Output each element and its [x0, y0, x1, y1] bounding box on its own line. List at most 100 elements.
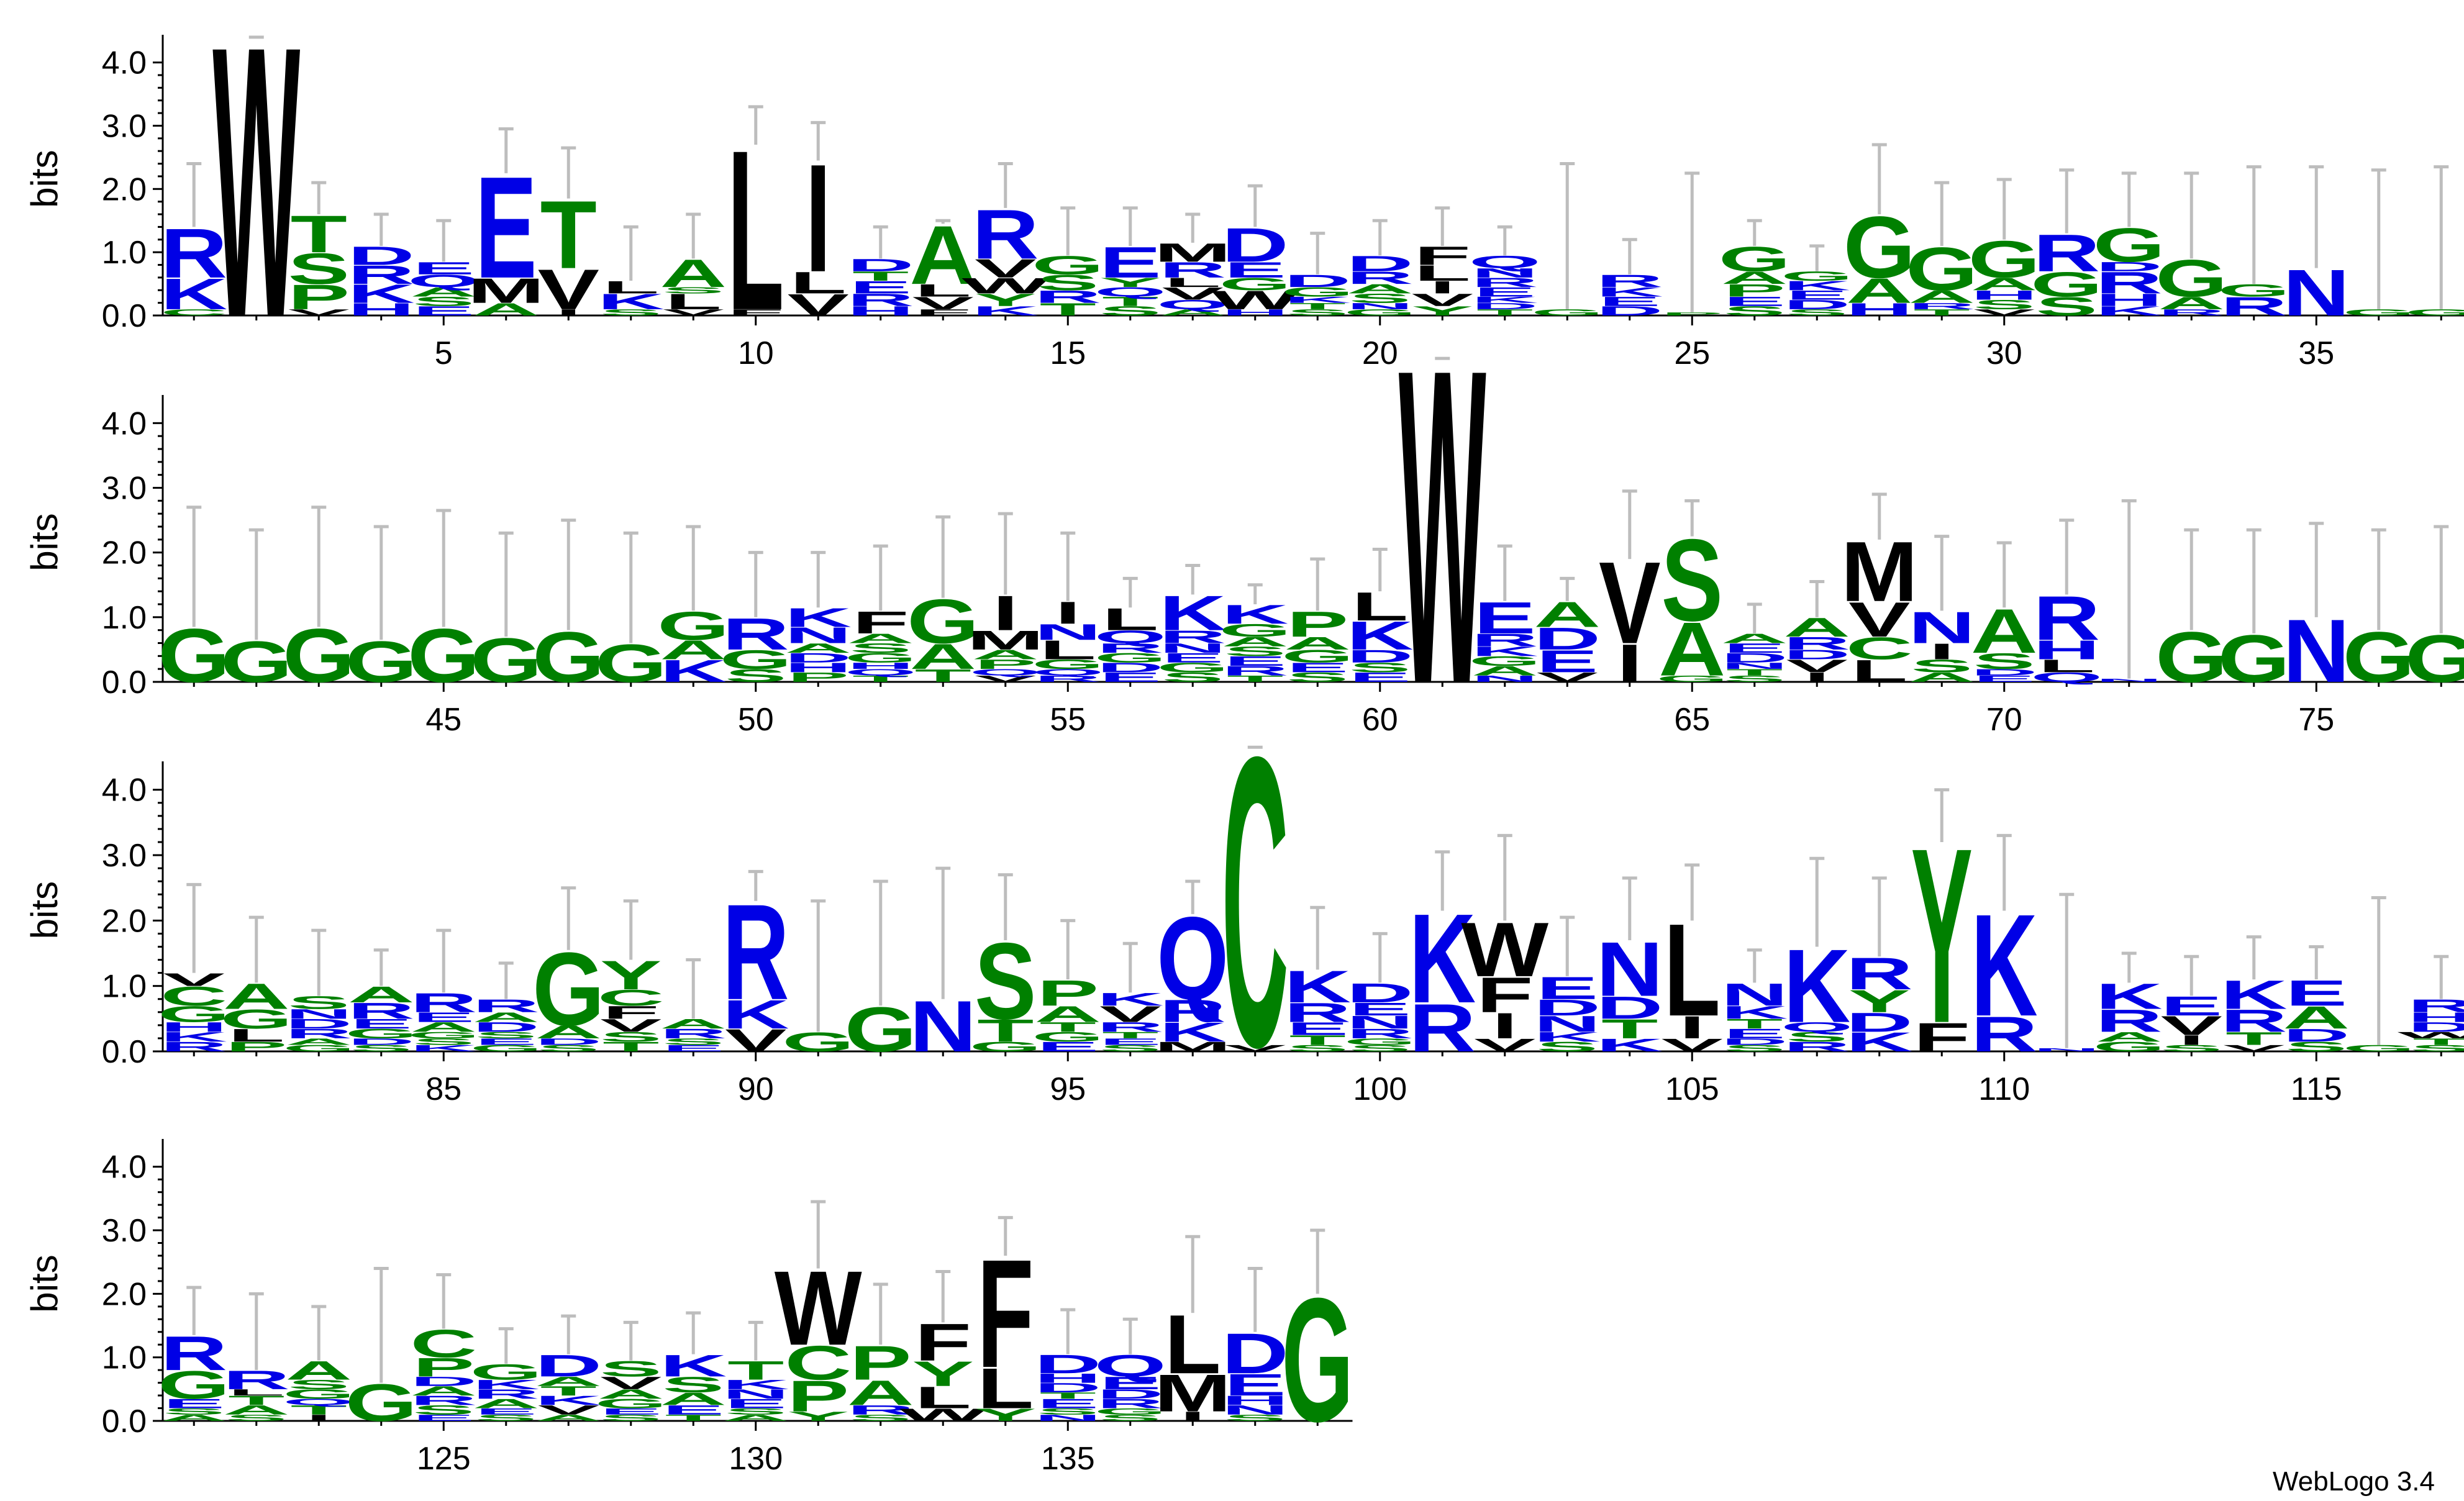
logo-column-37: G [2405, 165, 2464, 317]
logo-letter-G: G [470, 1043, 542, 1053]
logo-letter-P: P [1724, 281, 1785, 301]
logo-letter-H: H [2407, 1010, 2464, 1025]
logo-letter-D: D [473, 1019, 540, 1035]
logo-column-91: G [782, 899, 854, 1058]
logo-letter-T: T [1102, 1030, 1158, 1040]
logo-letter-N: N [1596, 927, 1663, 1013]
logo-letter-K: K [1596, 1035, 1663, 1056]
logo-letter-S: S [1724, 304, 1786, 319]
logo-letter-T: T [665, 1413, 722, 1423]
logo-column-42: G [220, 528, 293, 694]
y-tick-label: 4.0 [102, 406, 147, 442]
logo-letter-F: F [1414, 242, 1471, 271]
logo-column-35: N [2283, 165, 2350, 330]
logo-letter-G: G [345, 630, 417, 695]
logo-column-47: G [532, 519, 604, 697]
logo-letter-M: M [1154, 1039, 1231, 1054]
x-tick-label: 90 [738, 1071, 774, 1107]
logo-column-137: IML [1154, 1235, 1231, 1424]
logo-letter-K: K [784, 603, 852, 633]
logo-letter-T: T [540, 181, 597, 289]
logo-letter-S: S [163, 1407, 225, 1417]
logo-letter-S: S [1224, 1413, 1286, 1423]
logo-letter-G: G [1032, 656, 1104, 671]
logo-letter-E: E [475, 1407, 537, 1417]
logo-letter-E: E [412, 1010, 475, 1025]
logo-letter-V: V [975, 254, 1037, 283]
x-tick-label: 125 [417, 1441, 471, 1477]
y-tick-label: 2.0 [102, 171, 147, 207]
logo-letter-V: V [1162, 284, 1224, 304]
logo-letter-G: G [158, 1363, 230, 1407]
logo-letter-S: S [1162, 669, 1224, 684]
logo-letter-P: P [975, 656, 1037, 671]
logo-letter-M: M [468, 271, 545, 310]
logo-letter-S: S [2160, 1043, 2222, 1053]
logo-letter-A: A [535, 1022, 602, 1043]
logo-letter-H: H [1222, 307, 1289, 317]
logo-letter-G: G [657, 604, 729, 648]
logo-letter-A: A [285, 1036, 352, 1046]
logo-letter-G: G [158, 1002, 230, 1027]
logo-letter-G: G [2343, 617, 2415, 697]
logo-letter-V: V [600, 1373, 662, 1393]
logo-letter-A: A [909, 637, 976, 676]
x-tick-label: 60 [1362, 702, 1398, 738]
logo-letter-Q: Q [1094, 284, 1166, 299]
logo-letter-K: K [1347, 614, 1414, 658]
logo-letter-S: S [350, 1043, 412, 1053]
logo-letter-E: E [1224, 653, 1286, 668]
logo-letter-A: A [1471, 663, 1539, 678]
logo-letter-V: V [1099, 1002, 1162, 1027]
logo-letter-S: S [2410, 1043, 2464, 1053]
logo-letter-K: K [660, 653, 727, 689]
y-tick-label: 3.0 [102, 471, 147, 507]
logo-letter-R: R [972, 196, 1039, 274]
logo-letter-C: C [160, 307, 227, 317]
logo-letter-R: R [2033, 584, 2100, 654]
logo-letter-V: V [288, 307, 350, 317]
logo-letter-D: D [1596, 990, 1663, 1025]
logo-letter-F: F [852, 605, 909, 640]
logo-letter-T: T [291, 1403, 347, 1418]
logo-column-90: VKR [722, 869, 789, 1058]
logo-letter-V: V [663, 307, 724, 317]
x-tick-label: 115 [2291, 1071, 2342, 1107]
logo-letter-W: W [962, 273, 1050, 297]
y-tick-label: 4.0 [102, 45, 147, 81]
logo-letter-F: F [915, 1313, 971, 1372]
logo-column-116: G [2343, 896, 2415, 1053]
logo-letter-S: S [1349, 1043, 1411, 1053]
logo-letter-S: S [1349, 291, 1411, 306]
logo-letter-T: T [1289, 301, 1346, 311]
logo-letter-G: G [720, 645, 792, 674]
logo-letter-N: N [1159, 640, 1226, 655]
x-tick-label: 15 [1050, 335, 1086, 371]
logo-letter-K: K [1596, 284, 1663, 299]
logo-letter-Q: Q [1157, 892, 1229, 1025]
logo-column-11: VLI [787, 120, 849, 322]
logo-column-49: KAG [657, 525, 729, 689]
logo-letter-R: R [160, 1039, 227, 1054]
logo-letter-L: L [1165, 1298, 1221, 1392]
logo-letter-M: M [1154, 1363, 1231, 1422]
logo-letter-T: T [1601, 1014, 1658, 1044]
logo-letter-A: A [223, 1403, 290, 1418]
logo-letter-R: R [473, 1387, 540, 1402]
logo-letter-R: R [1034, 287, 1101, 307]
logo-letter-R: R [660, 1026, 727, 1041]
logo-letter-W: W [1399, 275, 1487, 778]
